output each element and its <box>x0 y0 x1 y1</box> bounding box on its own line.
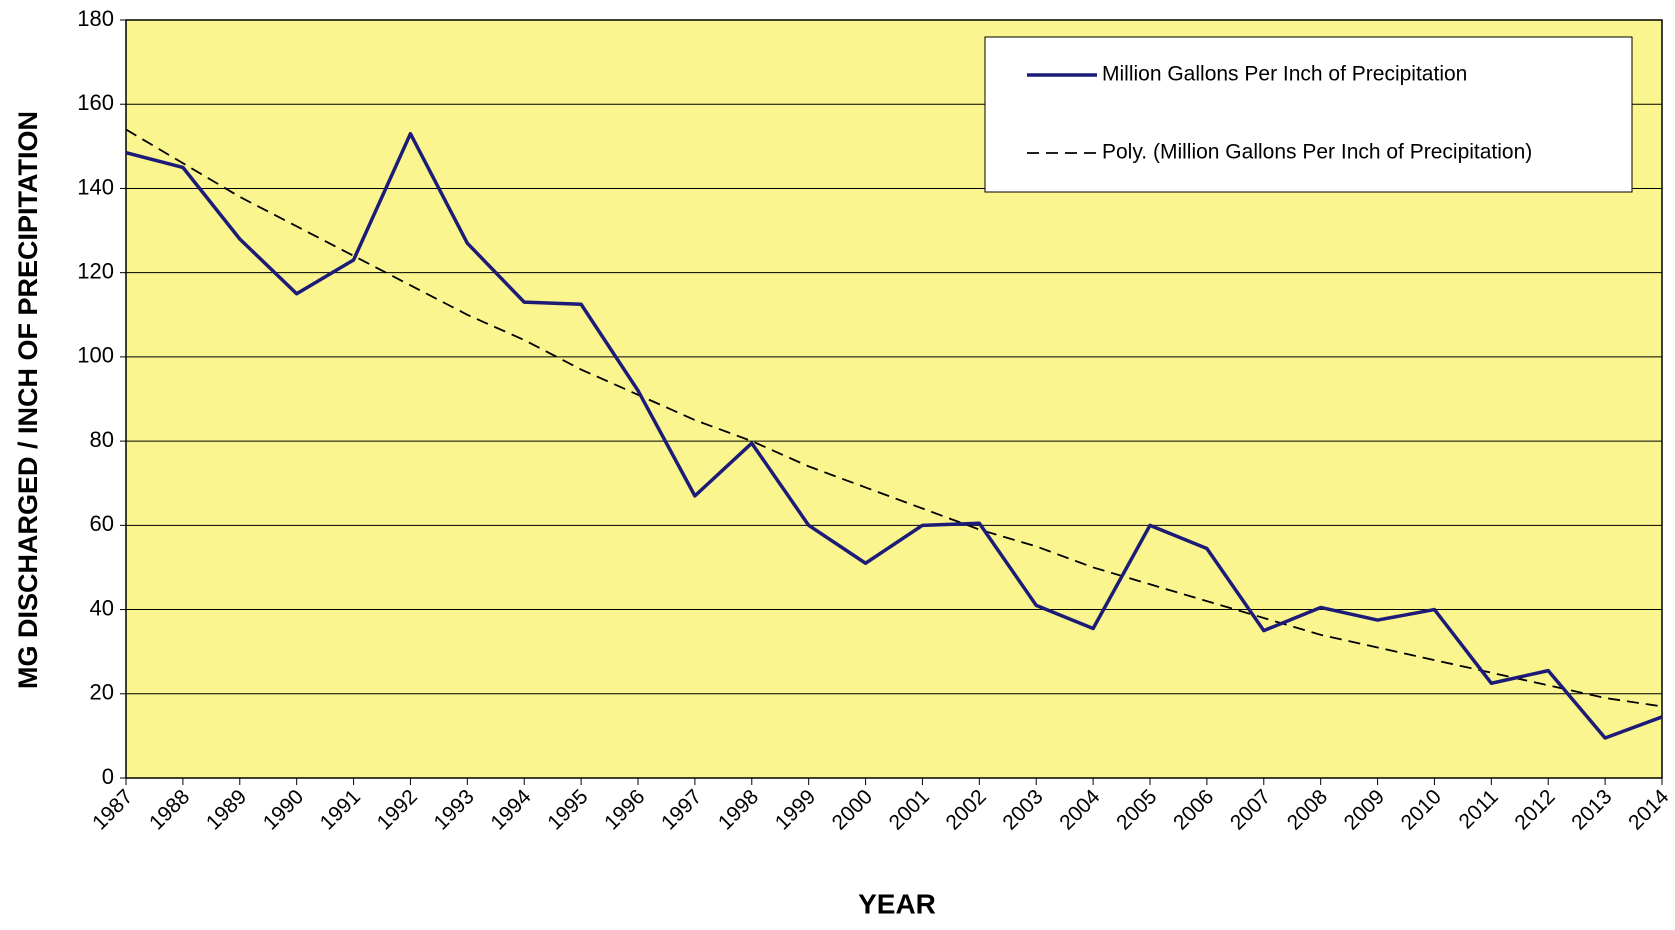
x-tick-label: 2002 <box>941 785 990 834</box>
y-tick-label: 160 <box>77 90 114 115</box>
x-tick-label: 1998 <box>714 785 763 834</box>
x-tick-label: 2000 <box>828 785 877 834</box>
x-tick-label: 1991 <box>316 785 365 834</box>
x-tick-label: 1987 <box>88 785 137 834</box>
y-tick-label: 60 <box>90 511 114 536</box>
y-tick-label: 40 <box>90 595 114 620</box>
y-tick-label: 180 <box>77 6 114 31</box>
trend-line <box>125 128 1663 708</box>
y-tick-label: 0 <box>102 764 114 789</box>
x-tick-label: 1996 <box>600 785 649 834</box>
x-tick-label: 2011 <box>1455 785 1503 833</box>
x-tick-label: 1997 <box>657 785 706 834</box>
x-tick-label: 2009 <box>1340 785 1389 834</box>
x-tick-label: 2004 <box>1055 785 1105 835</box>
y-tick-label: 80 <box>90 427 114 452</box>
x-tick-label: 2001 <box>885 785 934 834</box>
y-tick-label: 20 <box>90 680 114 705</box>
x-tick-label: 1995 <box>543 785 592 834</box>
y-axis-title: MG DISCHARGED / INCH OF PRECIPITATION <box>13 111 43 689</box>
x-tick-label: 2014 <box>1624 785 1674 835</box>
x-tick-label: 1992 <box>373 785 422 834</box>
x-tick-label: 1994 <box>486 785 536 835</box>
x-tick-label: 1988 <box>145 785 194 834</box>
y-tick-label: 100 <box>77 343 114 368</box>
x-tick-label: 2005 <box>1112 785 1161 834</box>
x-axis-title: YEAR <box>858 888 936 919</box>
x-tick-label: 2013 <box>1567 785 1616 834</box>
x-tick-label: 2006 <box>1169 785 1218 834</box>
y-tick-label: 120 <box>77 258 114 283</box>
legend-label: Million Gallons Per Inch of Precipitatio… <box>1102 63 1467 86</box>
x-tick-label: 2010 <box>1397 785 1446 834</box>
y-tick-label: 140 <box>77 174 114 199</box>
x-tick-label: 2012 <box>1510 785 1559 834</box>
legend <box>984 36 1633 193</box>
x-tick-label: 2008 <box>1283 785 1332 834</box>
x-tick-label: 2003 <box>998 785 1047 834</box>
x-tick-label: 2007 <box>1226 785 1275 834</box>
legend-label: Poly. (Million Gallons Per Inch of Preci… <box>1102 141 1532 164</box>
x-tick-label: 1999 <box>771 785 820 834</box>
x-tick-label: 1989 <box>202 785 251 834</box>
x-tick-label: 1993 <box>429 785 478 834</box>
data-line <box>125 131 1663 740</box>
x-tick-label: 1990 <box>259 785 308 834</box>
